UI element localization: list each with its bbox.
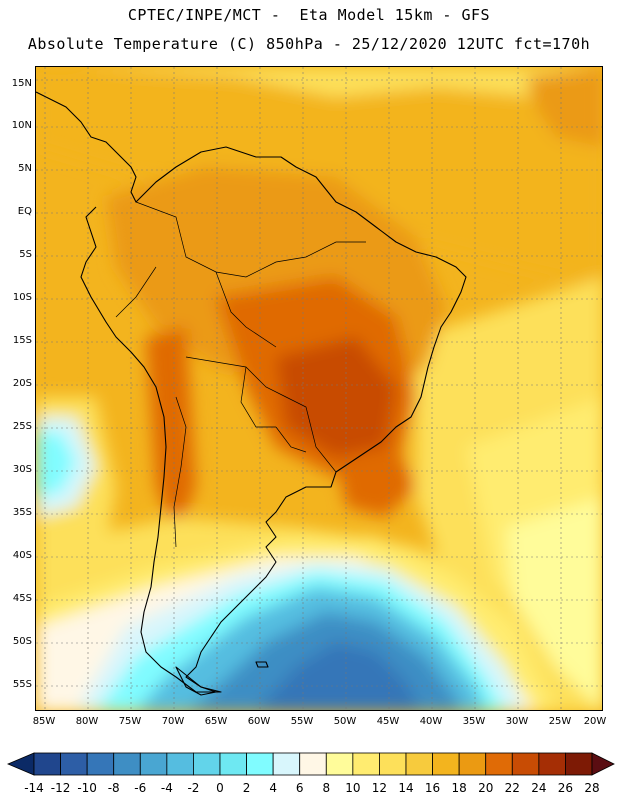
lon-label: 80W — [75, 716, 99, 727]
colorbar-tick-label: 0 — [216, 781, 224, 795]
field-continent-22-24 — [276, 337, 396, 457]
colorbar-arrow-left — [6, 752, 35, 776]
colorbar — [6, 752, 615, 776]
colorbar-swatch — [565, 752, 593, 776]
colorbar-tick-label: 28 — [584, 781, 600, 795]
lon-label: 35W — [462, 716, 486, 727]
lat-label: EQ — [17, 206, 32, 217]
lat-label: 15S — [12, 335, 32, 346]
colorbar-tick-label: 22 — [504, 781, 520, 795]
colorbar-tick-label: 16 — [424, 781, 441, 795]
colorbar-tick-label: 8 — [322, 781, 331, 795]
field-south-minus10 — [257, 642, 420, 710]
lon-label: 60W — [247, 716, 271, 727]
colorbar-tick-label: 20 — [478, 781, 494, 795]
colorbar-arrow-right — [591, 752, 615, 776]
colorbar-tick-label: 4 — [269, 781, 277, 795]
lat-label: 5S — [19, 249, 32, 260]
lat-label: 55S — [12, 679, 32, 690]
colorbar-tick-label: 12 — [371, 781, 388, 795]
tierra-del-fuego — [175, 666, 217, 696]
colorbar-swatch — [432, 752, 460, 776]
map-canvas — [36, 67, 602, 710]
coastlines — [36, 91, 467, 696]
lon-label: 65W — [204, 716, 228, 727]
lon-label: 55W — [290, 716, 314, 727]
colorbar-tick-label: 14 — [398, 781, 414, 795]
country-borders — [115, 201, 366, 548]
field-southern-brazil — [336, 447, 416, 517]
colorbar-tick-label: 18 — [451, 781, 467, 795]
temperature-map — [35, 66, 603, 711]
colorbar-swatch — [139, 752, 168, 776]
lat-label: 5N — [18, 163, 32, 174]
lat-label: 50S — [12, 636, 32, 647]
lon-label: 45W — [376, 716, 400, 727]
lat-label: 25S — [12, 421, 32, 432]
field-north-warm-band — [76, 67, 596, 127]
lat-label: 30S — [12, 464, 32, 475]
title-line-1: CPTEC/INPE/MCT - Eta Model 15km - GFS — [127, 6, 491, 24]
field-andes-warm — [146, 327, 196, 537]
colorbar-swatch — [33, 752, 61, 776]
colorbar-swatch — [113, 752, 141, 776]
colorbar-swatch — [299, 752, 327, 776]
title-line-2: Absolute Temperature (C) 850hPa - 25/12/… — [27, 35, 591, 53]
colorbar-tick-label: 10 — [345, 781, 361, 795]
lat-label: 10N — [11, 120, 32, 131]
colorbar-swatch — [379, 752, 407, 776]
lon-label: 40W — [419, 716, 443, 727]
south-america-coast — [45, 96, 467, 693]
colorbar-tick-label: -10 — [77, 781, 97, 795]
colorbar-swatch — [538, 752, 566, 776]
colorbar-swatch — [60, 752, 88, 776]
lat-label: 15N — [11, 78, 32, 89]
lon-label: 20W — [583, 716, 607, 727]
colorbar-swatch — [166, 752, 194, 776]
colorbar-swatch — [458, 752, 487, 776]
lat-label: 20S — [12, 378, 32, 389]
lon-label: 70W — [161, 716, 185, 727]
colorbar-swatch — [86, 752, 115, 776]
lat-label: 35S — [12, 507, 32, 518]
colorbar-tick-label: -14 — [24, 781, 44, 795]
lon-label: 25W — [548, 716, 572, 727]
lon-label: 85W — [32, 716, 56, 727]
colorbar-tick-label: -6 — [134, 781, 147, 795]
colorbar-tick-label: 2 — [242, 781, 251, 795]
lon-label: 75W — [118, 716, 142, 727]
colorbar-tick-label: 6 — [295, 781, 304, 795]
colorbar-swatch — [511, 752, 540, 776]
colorbar-swatch — [485, 752, 513, 776]
field-pacific-2-4 — [36, 432, 76, 497]
colorbar-tick-label: -8 — [107, 781, 120, 795]
colorbar-tick-label: -12 — [50, 781, 71, 795]
colorbar-tick-label: 24 — [531, 781, 547, 795]
colorbar-tick-label: -2 — [187, 781, 200, 795]
colorbar-swatch — [219, 752, 247, 776]
colorbar-swatch — [352, 752, 380, 776]
colorbar-tick-label: 26 — [557, 781, 574, 795]
colorbar-swatch — [325, 752, 354, 776]
colorbar-swatch — [193, 752, 221, 776]
central-america-coast — [36, 91, 47, 98]
lon-label: 50W — [333, 716, 357, 727]
colorbar-swatch — [272, 752, 301, 776]
lat-label: 45S — [12, 593, 32, 604]
falklands — [255, 661, 269, 668]
lat-label: 40S — [12, 550, 32, 561]
colorbar-tick-label: -4 — [160, 781, 173, 795]
lon-label: 30W — [505, 716, 529, 727]
colorbar-swatch — [246, 752, 274, 776]
lat-label: 10S — [12, 292, 32, 303]
colorbar-swatch — [405, 752, 433, 776]
